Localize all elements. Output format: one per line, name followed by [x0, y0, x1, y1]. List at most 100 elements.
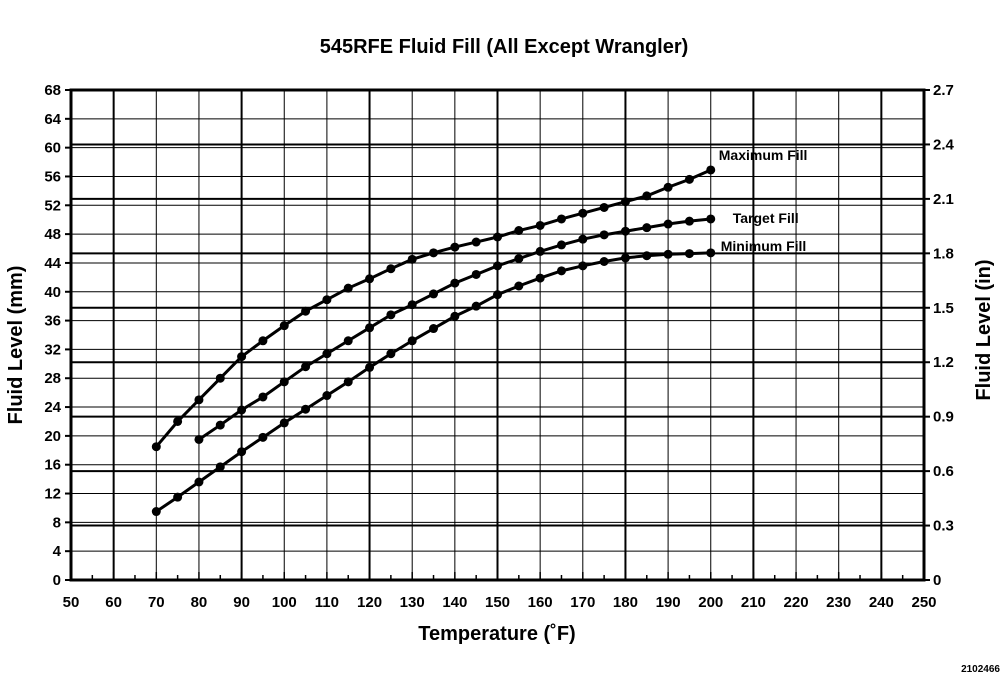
data-point-target-fill — [535, 246, 545, 256]
data-point-maximum-fill — [173, 416, 183, 426]
y2-tick-label: 1.5 — [933, 300, 954, 317]
data-point-maximum-fill — [258, 336, 268, 346]
data-point-minimum-fill — [365, 362, 375, 372]
y-tick-label: 60 — [44, 140, 61, 157]
data-point-target-fill — [578, 234, 588, 244]
y-axis-left-label: Fluid Level (mm) — [5, 266, 27, 425]
data-point-maximum-fill — [535, 220, 545, 230]
data-point-minimum-fill — [578, 261, 588, 271]
y2-tick-label: 0.3 — [933, 518, 954, 535]
y2-tick-label: 2.1 — [933, 191, 954, 208]
data-point-target-fill — [642, 223, 652, 233]
data-point-target-fill — [322, 349, 332, 359]
data-point-maximum-fill — [450, 242, 460, 252]
data-point-minimum-fill — [237, 447, 247, 457]
data-point-target-fill — [194, 434, 204, 444]
series-label-target-fill: Target Fill — [733, 210, 799, 226]
x-tick-label: 180 — [613, 594, 638, 611]
data-point-maximum-fill — [407, 254, 417, 264]
data-point-maximum-fill — [151, 442, 161, 452]
x-tick-label: 190 — [656, 594, 681, 611]
figure-id: 2102466 — [961, 664, 1000, 675]
data-point-target-fill — [706, 214, 716, 224]
y2-tick-label: 1.8 — [933, 245, 954, 262]
data-point-maximum-fill — [343, 283, 353, 293]
data-point-minimum-fill — [386, 349, 396, 359]
y-axis-right-ticks: 0 0.3 0.6 0.9 1.2 1.5 1.8 2.1 2.4 2.7 — [924, 82, 955, 589]
data-point-maximum-fill — [279, 321, 289, 331]
x-tick-label: 100 — [272, 594, 297, 611]
data-point-minimum-fill — [599, 257, 609, 266]
data-point-maximum-fill — [493, 232, 502, 242]
data-point-target-fill — [237, 405, 247, 415]
data-point-target-fill — [514, 254, 524, 264]
data-point-maximum-fill — [663, 182, 673, 192]
x-tick-label: 90 — [233, 594, 250, 611]
y2-tick-label: 2.4 — [933, 136, 955, 153]
data-point-target-fill — [279, 377, 289, 387]
y-tick-label: 16 — [44, 457, 61, 474]
y-tick-label: 48 — [44, 226, 61, 243]
data-point-target-fill — [301, 362, 311, 372]
data-point-target-fill — [599, 230, 609, 240]
series-label-minimum-fill: Minimum Fill — [721, 238, 807, 254]
data-point-target-fill — [493, 261, 502, 271]
data-point-minimum-fill — [493, 290, 502, 300]
data-point-minimum-fill — [535, 273, 545, 283]
data-point-maximum-fill — [556, 214, 566, 224]
y-tick-label: 24 — [44, 399, 61, 416]
y-tick-label: 64 — [44, 111, 61, 128]
x-tick-label: 250 — [911, 594, 936, 611]
y2-tick-label: 0.6 — [933, 463, 954, 480]
x-tick-label: 160 — [528, 594, 553, 611]
x-tick-label: 230 — [826, 594, 851, 611]
data-point-minimum-fill — [684, 249, 694, 259]
data-point-minimum-fill — [322, 391, 332, 401]
y-tick-label: 8 — [53, 514, 61, 531]
data-point-maximum-fill — [301, 306, 311, 316]
data-point-target-fill — [556, 240, 566, 250]
data-point-target-fill — [429, 289, 439, 299]
x-tick-label: 130 — [400, 594, 425, 611]
data-point-maximum-fill — [386, 264, 396, 274]
x-axis-ticks: 50 60 70 80 90 100 110 120 130 140 150 160 170 180 190… — [63, 572, 937, 611]
y-tick-label: 12 — [44, 486, 61, 503]
y-tick-label: 28 — [44, 370, 61, 387]
data-point-minimum-fill — [173, 492, 183, 502]
data-point-minimum-fill — [429, 324, 439, 334]
data-point-maximum-fill — [215, 373, 225, 383]
data-point-minimum-fill — [215, 462, 225, 472]
y-axis-right-label: Fluid Level (in) — [973, 259, 995, 400]
y2-tick-label: 2.7 — [933, 82, 954, 99]
data-point-maximum-fill — [237, 352, 247, 362]
data-point-minimum-fill — [151, 507, 161, 517]
x-tick-label: 120 — [357, 594, 382, 611]
data-point-minimum-fill — [642, 251, 652, 261]
x-tick-label: 60 — [105, 594, 122, 611]
data-point-target-fill — [471, 269, 481, 279]
series-label-maximum-fill: Maximum Fill — [719, 147, 808, 163]
data-point-minimum-fill — [450, 311, 460, 321]
data-point-target-fill — [407, 300, 417, 310]
data-point-target-fill — [684, 216, 694, 226]
y-tick-label: 36 — [44, 313, 61, 330]
y-tick-label: 40 — [44, 284, 61, 301]
data-point-minimum-fill — [620, 253, 630, 263]
data-point-maximum-fill — [429, 248, 439, 258]
data-point-minimum-fill — [556, 266, 566, 276]
data-point-maximum-fill — [684, 174, 694, 184]
x-tick-label: 170 — [570, 594, 595, 611]
data-point-minimum-fill — [279, 418, 289, 428]
data-point-target-fill — [386, 310, 396, 320]
chart-title: 545RFE Fluid Fill (All Except Wrangler) — [320, 36, 689, 58]
x-tick-label: 140 — [442, 594, 467, 611]
data-point-minimum-fill — [194, 477, 204, 487]
y-tick-label: 52 — [44, 197, 61, 214]
data-point-minimum-fill — [663, 249, 673, 259]
data-point-maximum-fill — [514, 226, 524, 236]
y-tick-label: 20 — [44, 428, 61, 445]
data-point-target-fill — [343, 336, 353, 346]
x-tick-label: 150 — [485, 594, 510, 611]
data-point-maximum-fill — [599, 202, 609, 212]
